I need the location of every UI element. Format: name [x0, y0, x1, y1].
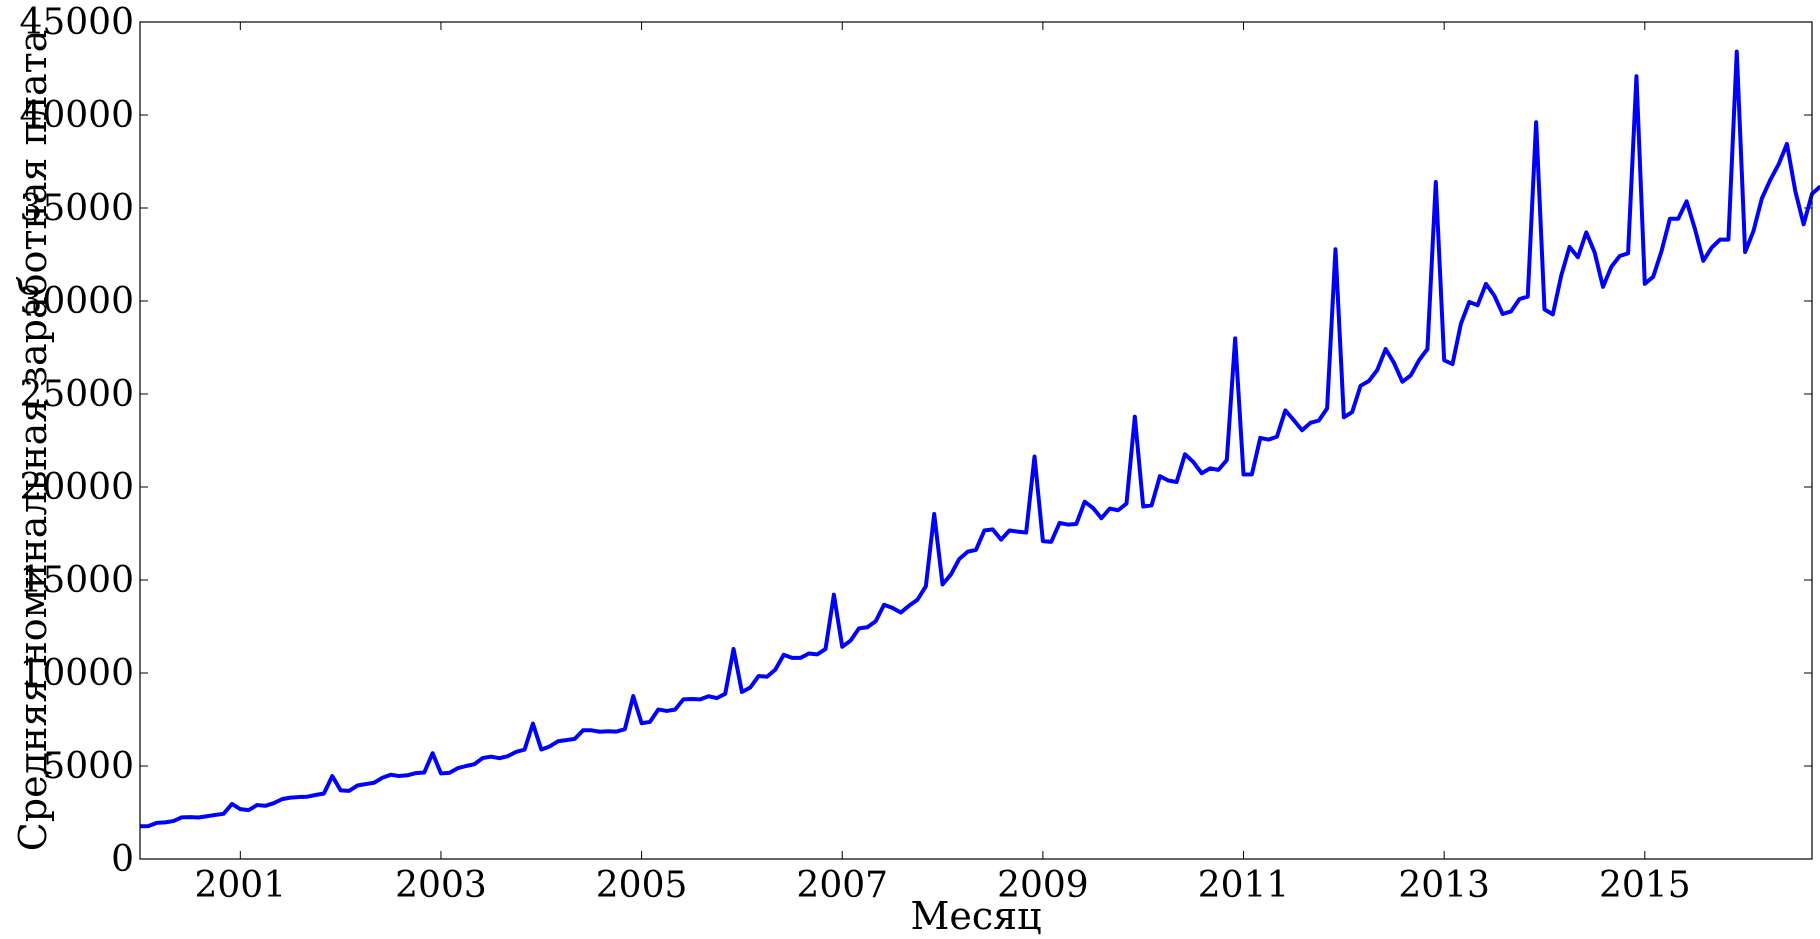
y-tick-label: 35000 — [19, 188, 134, 229]
series-line — [139, 49, 1820, 829]
y-tick-label: 40000 — [19, 95, 134, 136]
y-tick-label: 25000 — [19, 374, 134, 415]
x-tick-label: 2009 — [997, 865, 1089, 906]
x-tick-label: 2005 — [596, 865, 688, 906]
y-axis-ticks: 0 5000 10000 15000 20000 25000 30000 35000 40000… — [19, 2, 1812, 880]
x-tick-label: 2015 — [1599, 865, 1691, 906]
x-tick-label: 2013 — [1398, 865, 1490, 906]
x-axis-label: Месяц — [910, 894, 1041, 938]
x-tick-label: 2007 — [796, 865, 888, 906]
x-tick-label: 2003 — [395, 865, 487, 906]
y-tick-label: 45000 — [19, 2, 134, 43]
y-tick-label: 5000 — [42, 746, 134, 787]
y-tick-label: 20000 — [19, 467, 134, 508]
y-tick-label: 0 — [111, 839, 134, 880]
x-tick-label: 2011 — [1198, 865, 1290, 906]
y-tick-label: 10000 — [19, 653, 134, 694]
y-axis-label: Средняя номинальная заработная плата — [11, 30, 55, 852]
y-tick-label: 30000 — [19, 281, 134, 322]
series-group — [139, 49, 1820, 829]
x-axis-ticks: 2001 2003 2005 2007 2009 2011 2013 2015 — [195, 22, 1691, 906]
y-tick-label: 15000 — [19, 560, 134, 601]
x-tick-label: 2001 — [195, 865, 287, 906]
plot-frame — [139, 21, 1813, 860]
